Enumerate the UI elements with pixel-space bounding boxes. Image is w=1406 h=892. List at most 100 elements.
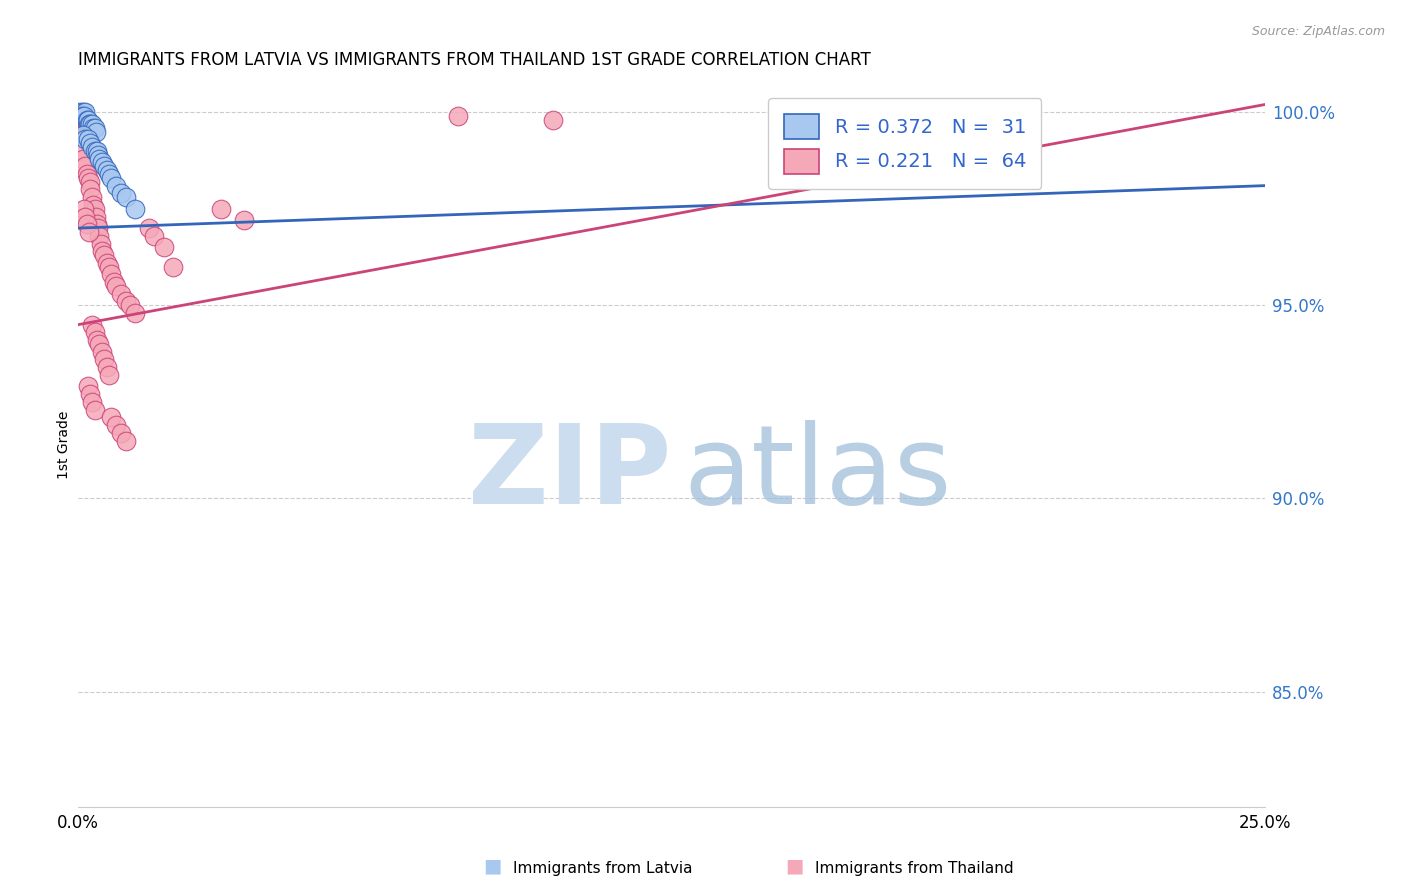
Point: [143, 228, 166, 243]
Point: [77, 117, 100, 131]
Point: [98, 167, 121, 181]
Point: [72, 105, 94, 120]
Point: [100, 268, 122, 282]
Point: [233, 213, 256, 227]
Point: [93, 159, 115, 173]
Point: [152, 240, 174, 254]
Point: [73, 202, 96, 216]
Legend: R = 0.372   N =  31, R = 0.221   N =  64: R = 0.372 N = 31, R = 0.221 N = 64: [769, 98, 1042, 189]
Point: [79, 136, 101, 150]
Point: [84, 124, 107, 138]
Point: [72, 128, 94, 143]
Point: [447, 109, 470, 123]
Point: [82, 395, 104, 409]
Text: ZIP: ZIP: [468, 420, 672, 527]
Point: [79, 117, 101, 131]
Point: [76, 217, 98, 231]
Point: [79, 387, 101, 401]
Point: [98, 260, 121, 274]
Point: [124, 202, 146, 216]
Text: ■: ■: [482, 857, 502, 876]
Point: [83, 202, 105, 216]
Text: atlas: atlas: [683, 420, 952, 527]
Point: [76, 170, 98, 185]
Text: Immigrants from Thailand: Immigrants from Thailand: [815, 861, 1014, 876]
Point: [76, 379, 98, 393]
Point: [87, 221, 110, 235]
Point: [120, 298, 142, 312]
Point: [93, 352, 115, 367]
Text: Immigrants from Latvia: Immigrants from Latvia: [513, 861, 693, 876]
Point: [82, 318, 104, 332]
Point: [89, 228, 111, 243]
Point: [76, 112, 98, 127]
Point: [779, 109, 801, 123]
Point: [89, 152, 111, 166]
Point: [87, 147, 110, 161]
Point: [75, 117, 97, 131]
Point: [105, 279, 128, 293]
Point: [69, 105, 91, 120]
Point: [72, 152, 94, 166]
Point: [105, 418, 128, 433]
Point: [90, 344, 112, 359]
Point: [83, 326, 105, 340]
Point: [96, 256, 118, 270]
Point: [124, 306, 146, 320]
Text: IMMIGRANTS FROM LATVIA VS IMMIGRANTS FROM THAILAND 1ST GRADE CORRELATION CHART: IMMIGRANTS FROM LATVIA VS IMMIGRANTS FRO…: [79, 51, 870, 69]
Y-axis label: 1st Grade: 1st Grade: [58, 410, 72, 479]
Point: [103, 275, 125, 289]
Point: [110, 186, 132, 201]
Point: [89, 337, 111, 351]
Point: [75, 159, 97, 173]
Point: [541, 112, 564, 127]
Point: [138, 221, 160, 235]
Point: [96, 163, 118, 178]
Point: [76, 120, 98, 135]
Point: [82, 120, 104, 135]
Point: [83, 120, 105, 135]
Point: [114, 294, 136, 309]
Point: [77, 225, 100, 239]
Point: [76, 132, 98, 146]
Point: [86, 144, 108, 158]
Point: [75, 210, 97, 224]
Point: [110, 286, 132, 301]
Point: [69, 109, 91, 123]
Point: [105, 178, 128, 193]
Point: [82, 140, 104, 154]
Point: [93, 248, 115, 262]
Point: [76, 112, 98, 127]
Point: [77, 124, 100, 138]
Point: [1017, 109, 1039, 123]
Point: [209, 202, 232, 216]
Point: [90, 244, 112, 259]
Point: [82, 198, 104, 212]
Point: [86, 217, 108, 231]
Point: [96, 360, 118, 375]
Point: [90, 155, 112, 169]
Point: [72, 112, 94, 127]
Point: [70, 112, 93, 127]
Point: [79, 182, 101, 196]
Point: [75, 105, 97, 120]
Point: [86, 333, 108, 347]
Point: [162, 260, 184, 274]
Point: [114, 434, 136, 448]
Point: [100, 410, 122, 425]
Point: [100, 170, 122, 185]
Point: [75, 132, 97, 146]
Point: [79, 175, 101, 189]
Point: [90, 236, 112, 251]
Point: [98, 368, 121, 382]
Point: [76, 120, 98, 135]
Point: [110, 425, 132, 440]
Point: [70, 144, 93, 158]
Point: [114, 190, 136, 204]
Text: Source: ZipAtlas.com: Source: ZipAtlas.com: [1251, 25, 1385, 38]
Point: [84, 210, 107, 224]
Point: [73, 109, 96, 123]
Point: [82, 190, 104, 204]
Point: [83, 402, 105, 417]
Point: [82, 117, 104, 131]
